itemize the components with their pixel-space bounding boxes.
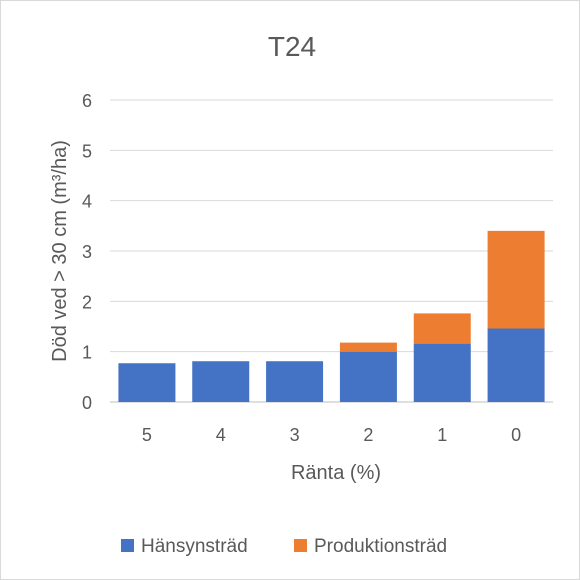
legend-label: Hänsynsträd — [141, 536, 248, 557]
y-tick-label: 0 — [82, 393, 92, 413]
bar-segment-hansynstrad — [339, 351, 397, 402]
legend-label: Produktionsträd — [314, 536, 447, 557]
x-tick-label: 3 — [290, 425, 300, 445]
bar-segment-hansynstrad — [413, 343, 471, 402]
x-tick-labels: 5 4 3 2 1 0 — [142, 425, 521, 445]
bar-segment-produktionstrad — [413, 313, 471, 344]
y-tick-label: 1 — [82, 343, 92, 363]
bar-segment-produktionstrad — [339, 342, 397, 352]
bars — [118, 230, 545, 402]
x-tick-label: 5 — [142, 425, 152, 445]
x-tick-label: 0 — [511, 425, 521, 445]
y-tick-label: 6 — [82, 91, 92, 111]
y-axis-label: Död ved > 30 cm (m³/ha) — [49, 140, 71, 362]
legend: Hänsynsträd Produktionsträd — [121, 536, 447, 557]
bar-segment-produktionstrad — [487, 230, 545, 329]
y-tick-label: 2 — [82, 292, 92, 312]
x-axis-label: Ränta (%) — [291, 462, 381, 484]
bar-segment-hansynstrad — [118, 363, 176, 402]
legend-swatch — [121, 539, 134, 552]
x-tick-label: 1 — [437, 425, 447, 445]
legend-swatch — [294, 539, 307, 552]
gridlines — [110, 99, 553, 403]
y-tick-label: 4 — [82, 192, 92, 212]
x-tick-label: 2 — [363, 425, 373, 445]
chart-title: T24 — [268, 31, 316, 62]
y-tick-label: 5 — [82, 141, 92, 161]
bar-segment-hansynstrad — [266, 361, 324, 402]
y-tick-label: 3 — [82, 242, 92, 262]
y-tick-labels: 0 1 2 3 4 5 6 — [82, 91, 92, 413]
bar-segment-hansynstrad — [487, 328, 545, 402]
x-tick-label: 4 — [216, 425, 226, 445]
bar-segment-hansynstrad — [192, 361, 250, 402]
